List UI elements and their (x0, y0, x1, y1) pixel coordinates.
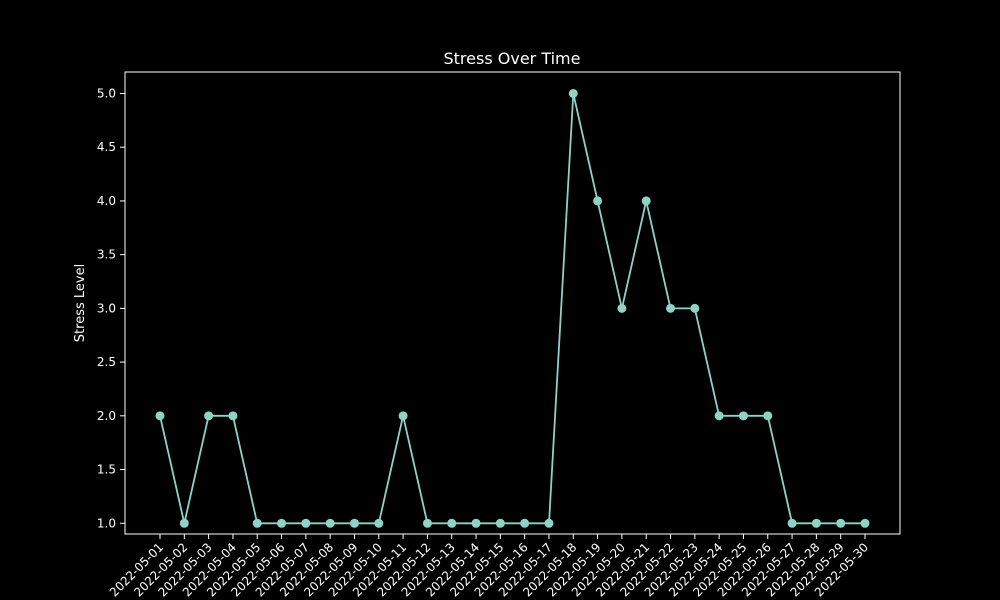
y-tick-label: 1.0 (97, 516, 116, 530)
axes-frame (124, 71, 901, 535)
y-tick-label: 3.5 (97, 248, 116, 262)
data-point (179, 518, 189, 528)
data-point (422, 518, 432, 528)
data-point (252, 518, 262, 528)
data-point (617, 303, 627, 313)
data-point (593, 196, 603, 206)
data-point (301, 518, 311, 528)
data-point (763, 411, 773, 421)
data-point (325, 518, 335, 528)
data-point (471, 518, 481, 528)
y-axis-label: Stress Level (73, 264, 88, 342)
data-point (568, 88, 578, 98)
y-tick-label: 2.5 (97, 355, 116, 369)
data-point (738, 411, 748, 421)
chart-title: Stress Over Time (444, 49, 581, 68)
data-point (836, 518, 846, 528)
y-tick-label: 4.0 (97, 194, 116, 208)
y-tick-label: 4.5 (97, 140, 116, 154)
plot-area: 1.01.52.02.53.03.54.04.55.02022-05-01202… (97, 71, 901, 599)
y-tick-label: 1.5 (97, 463, 116, 477)
data-point (787, 518, 797, 528)
data-point (204, 411, 214, 421)
data-point (641, 196, 651, 206)
data-point (155, 411, 165, 421)
data-point (544, 518, 554, 528)
y-tick-label: 2.0 (97, 409, 116, 423)
data-point (349, 518, 359, 528)
y-tick-label: 3.0 (97, 301, 116, 315)
data-point (398, 411, 408, 421)
data-point (495, 518, 505, 528)
data-point (374, 518, 384, 528)
data-point (666, 303, 676, 313)
data-point (447, 518, 457, 528)
data-point (520, 518, 530, 528)
data-point (277, 518, 287, 528)
data-point (714, 411, 724, 421)
y-tick-label: 5.0 (97, 86, 116, 100)
data-point (228, 411, 238, 421)
data-point (811, 518, 821, 528)
data-point (690, 303, 700, 313)
data-point (860, 518, 870, 528)
